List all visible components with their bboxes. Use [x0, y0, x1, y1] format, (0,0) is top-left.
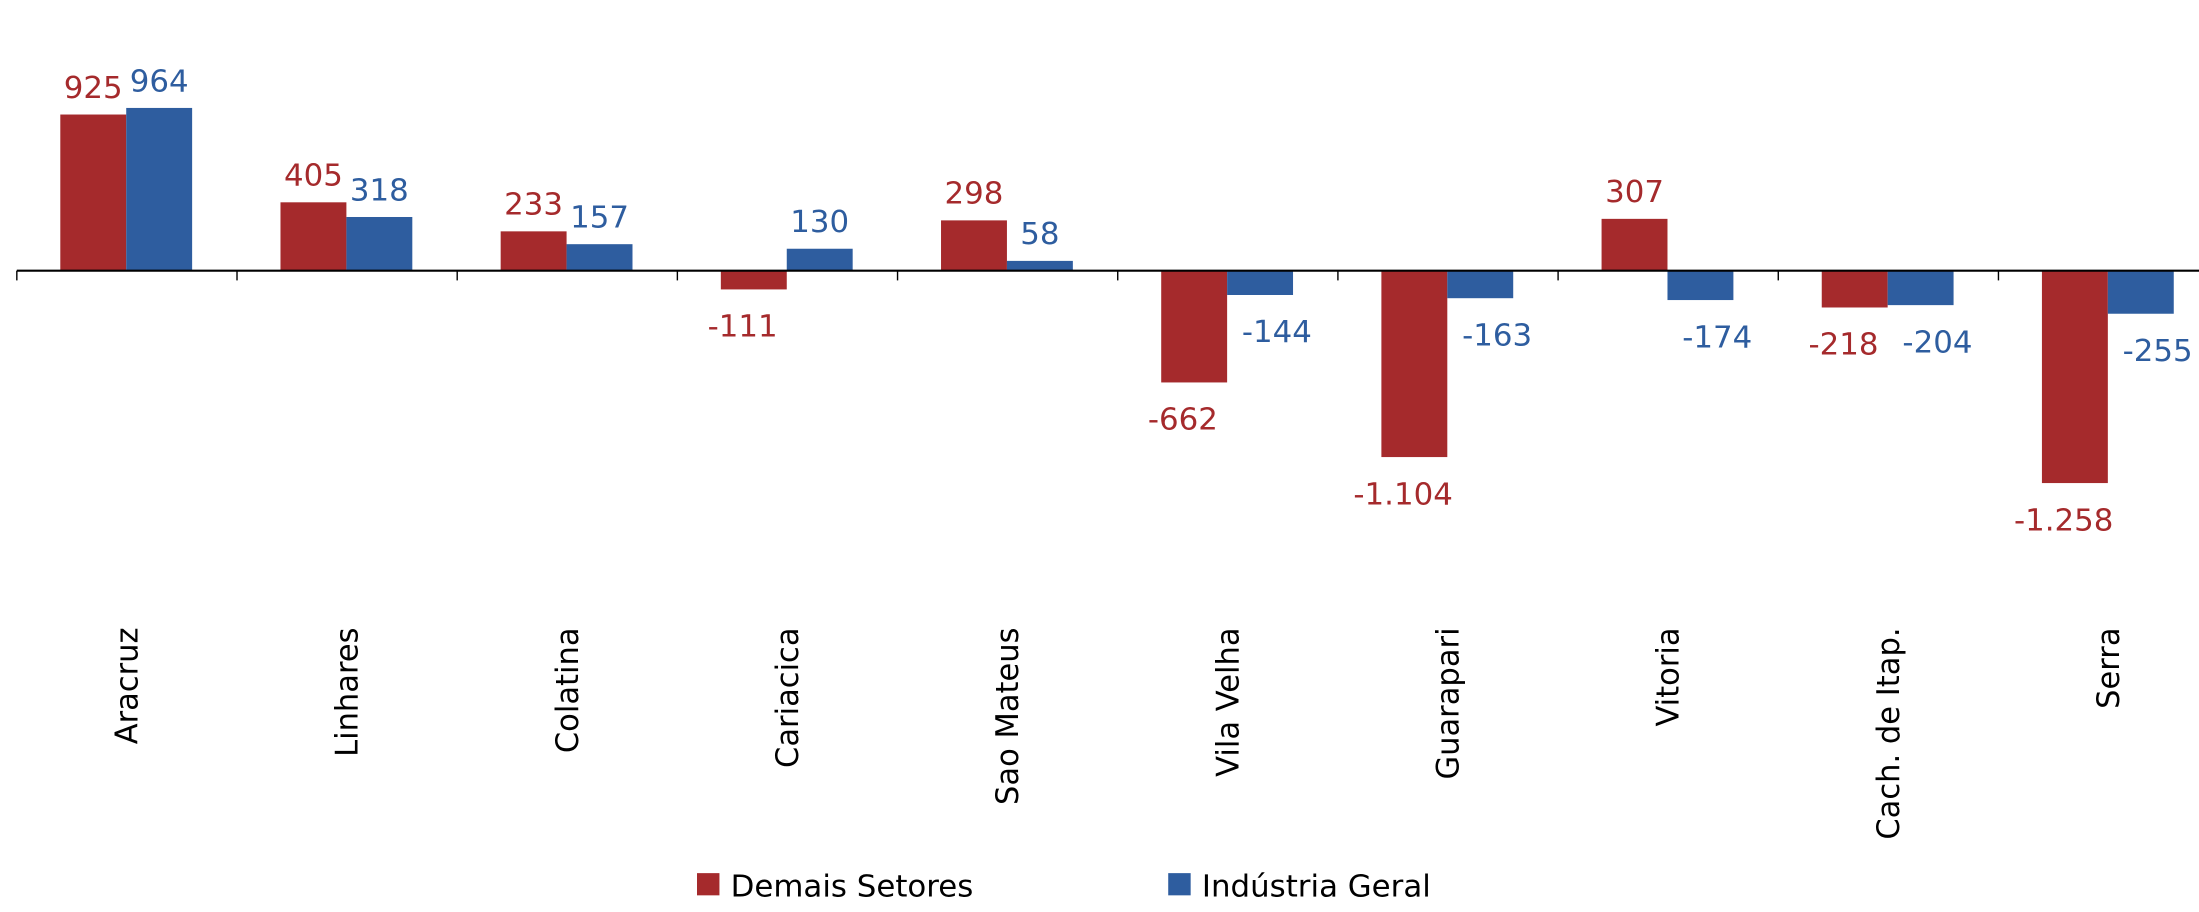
bar — [2041, 270, 2108, 484]
bar — [566, 244, 633, 271]
bar — [126, 107, 193, 271]
bar — [60, 114, 127, 271]
data-label: -1.104 — [1353, 477, 1452, 512]
data-label: 298 — [945, 177, 1004, 212]
data-label: 925 — [64, 71, 123, 106]
bar — [1887, 270, 1954, 306]
bar — [1227, 270, 1294, 295]
bar — [1161, 270, 1228, 383]
data-label: -111 — [708, 310, 778, 345]
x-tick-label: Cach. de Itap. — [1872, 627, 1907, 839]
data-label: 405 — [284, 159, 343, 194]
x-tick-label: Vila Velha — [1211, 627, 1246, 776]
data-label: 233 — [504, 188, 563, 223]
bar — [1667, 270, 1734, 301]
x-tick-label: Guarapari — [1431, 627, 1466, 779]
x-tick-label: Cariacica — [771, 627, 806, 768]
bar — [1006, 260, 1073, 271]
bar — [720, 270, 787, 290]
bar — [2107, 270, 2174, 314]
bar — [1381, 270, 1448, 458]
data-label: -255 — [2123, 334, 2193, 369]
bar — [941, 220, 1007, 271]
data-label: -174 — [1682, 320, 1752, 355]
bar — [1447, 270, 1514, 299]
legend-swatch — [1168, 873, 1191, 896]
data-label: 130 — [790, 205, 849, 240]
data-label: -204 — [1902, 325, 1972, 360]
data-label: 964 — [130, 64, 189, 99]
bar — [346, 216, 413, 271]
data-label: -163 — [1462, 319, 1532, 354]
data-label: -1.258 — [2014, 503, 2113, 538]
legend-label: Indústria Geral — [1202, 870, 1431, 905]
bar — [786, 248, 853, 271]
legend-label: Demais Setores — [731, 870, 974, 905]
x-tick-label: Serra — [2092, 627, 2127, 708]
bar — [500, 231, 567, 271]
data-label: -662 — [1148, 403, 1218, 438]
x-tick-label: Sao Mateus — [991, 627, 1026, 805]
x-tick-label: Colatina — [551, 627, 586, 753]
data-label: 318 — [350, 173, 409, 208]
x-tick-label: Linhares — [330, 627, 365, 756]
bar — [1821, 270, 1888, 308]
bar — [1601, 218, 1668, 271]
data-label: 307 — [1605, 175, 1664, 210]
x-tick-label: Aracruz — [110, 627, 145, 744]
legend-swatch — [697, 873, 720, 896]
data-label: 157 — [570, 201, 629, 236]
data-label: 58 — [1020, 217, 1059, 252]
x-tick-label: Vitoria — [1652, 627, 1687, 726]
data-label: -218 — [1808, 328, 1878, 363]
bar — [280, 202, 347, 271]
data-label: -144 — [1242, 315, 1312, 350]
